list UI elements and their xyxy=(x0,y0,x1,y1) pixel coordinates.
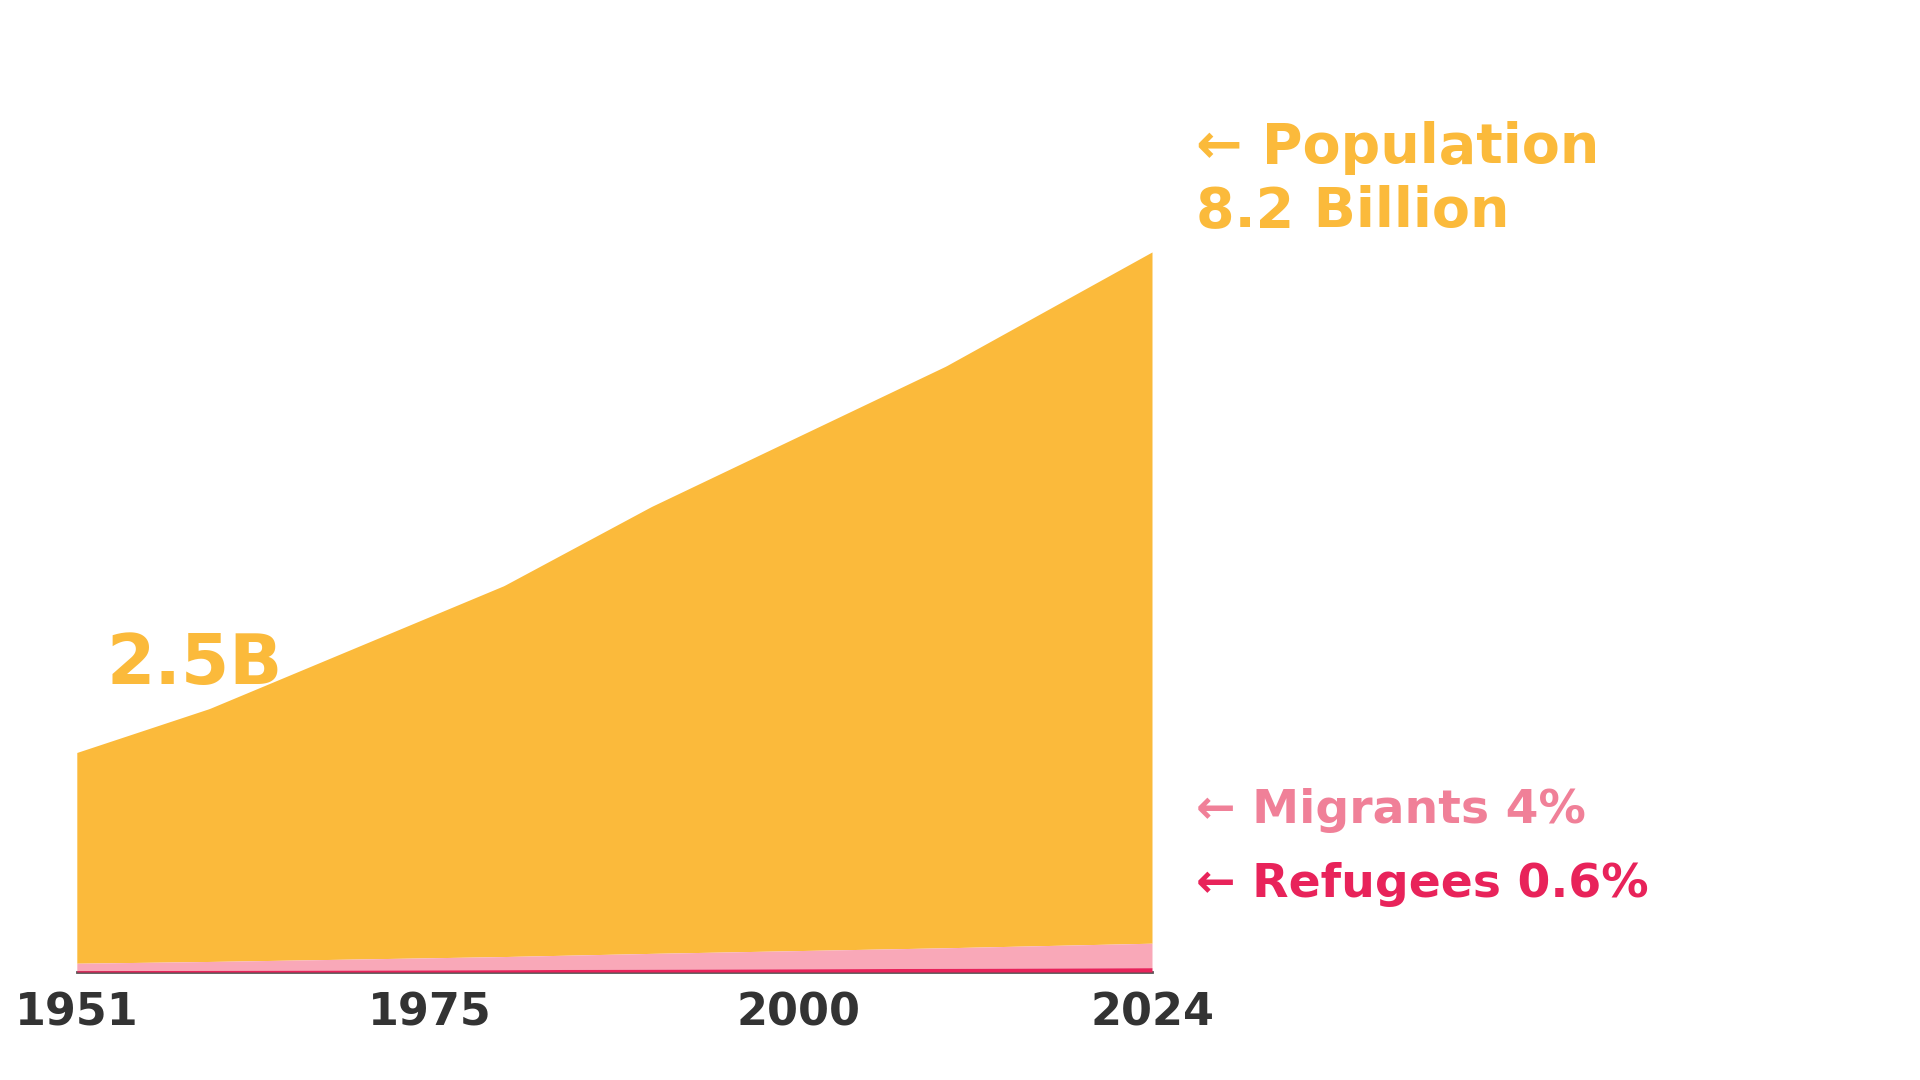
Text: ← Population
8.2 Billion: ← Population 8.2 Billion xyxy=(1196,121,1599,238)
Text: 2.5B: 2.5B xyxy=(106,631,282,698)
Text: ← Migrants 4%: ← Migrants 4% xyxy=(1196,787,1586,833)
Text: ← Refugees 0.6%: ← Refugees 0.6% xyxy=(1196,862,1649,907)
